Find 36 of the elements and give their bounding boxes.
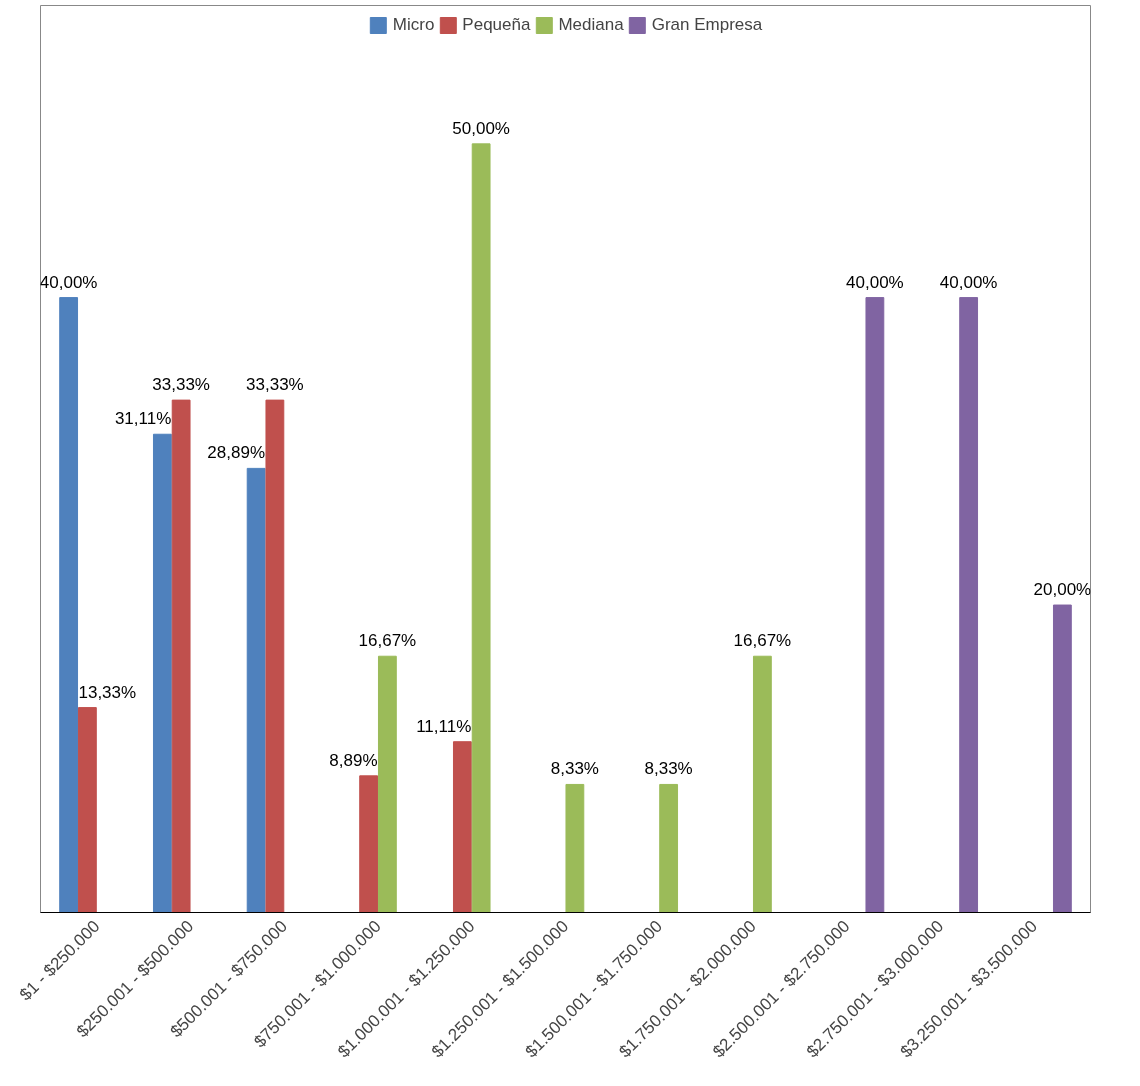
data-label: 33,33% [152,375,210,395]
legend-label: Micro [392,15,435,35]
bar [1052,604,1072,913]
bar [471,143,491,913]
data-label: 11,11% [416,716,472,736]
bar [359,775,379,913]
data-label: 13,33% [78,682,137,702]
data-label: 16,67% [733,631,792,651]
bar [865,297,885,913]
data-label: 33,33% [246,375,304,395]
data-label: 40,00% [939,272,998,292]
legend-label: Mediana [558,15,624,35]
bar [959,297,979,913]
bar [265,399,285,913]
bar [152,433,172,913]
data-label: 8,89% [329,750,378,770]
bar [246,467,266,913]
data-label: 50,00% [452,118,510,138]
data-label: 28,89% [207,443,266,463]
bar [377,655,397,913]
bar [452,741,472,913]
data-label: 8,33% [550,759,599,779]
bar [659,783,679,913]
legend-label: Gran Empresa [651,15,763,35]
bar [752,655,772,913]
bar [77,707,97,913]
data-label: 40,00% [39,272,98,292]
legend-label: Pequeña [462,15,531,35]
data-label: 8,33% [644,759,693,779]
data-label: 40,00% [846,272,904,292]
data-label: 31,11% [114,409,172,429]
bar [565,783,585,913]
data-label: 20,00% [1033,580,1092,600]
bar [171,399,191,913]
bar [59,297,79,913]
data-label: 16,67% [358,631,417,651]
